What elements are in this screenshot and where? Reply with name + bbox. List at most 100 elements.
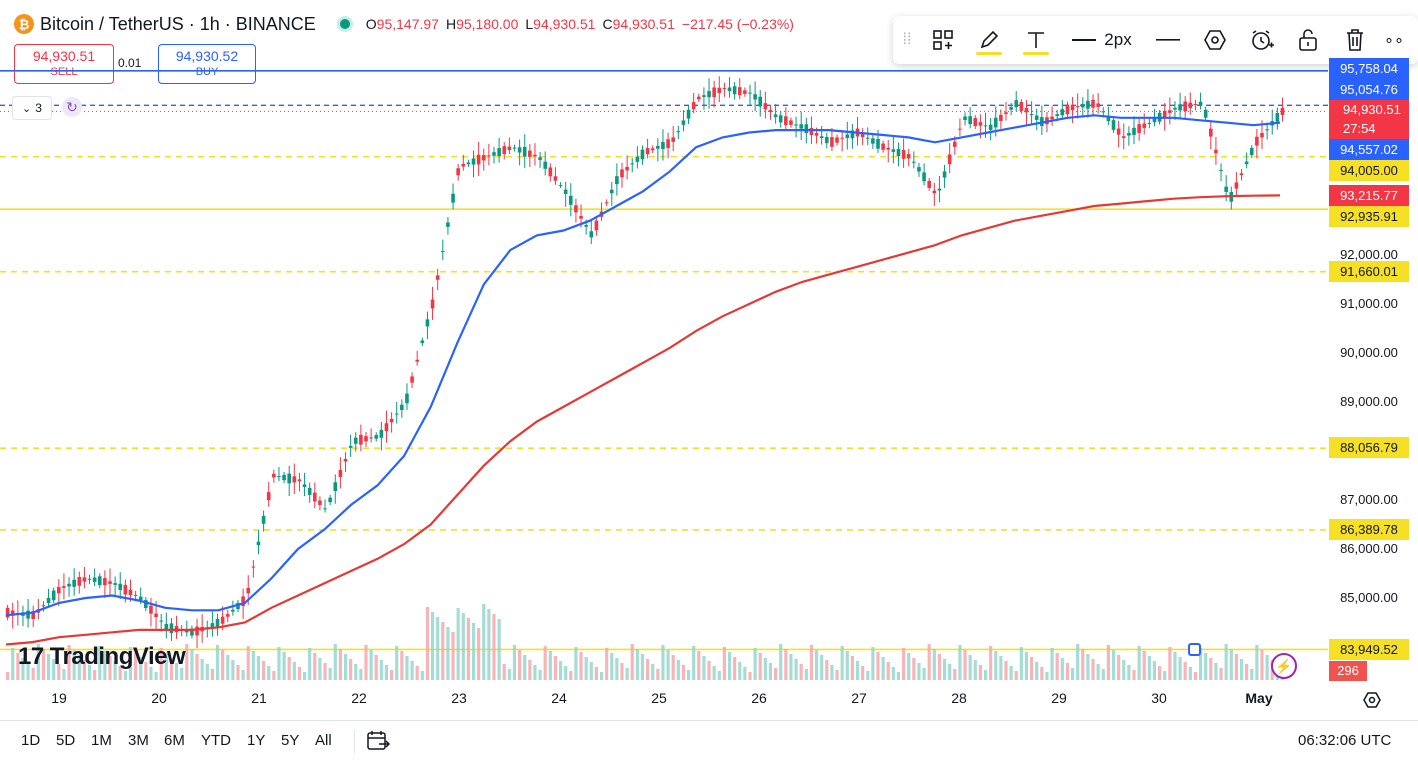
alert-clock-icon[interactable] (1239, 16, 1285, 64)
grip-icon[interactable]: ⁞⁞ (902, 31, 912, 48)
candle-body (1183, 101, 1187, 112)
candle-body (850, 130, 855, 139)
more-icon[interactable]: ∘∘ (1383, 32, 1405, 49)
volume-bar (937, 654, 942, 680)
range-3m-button[interactable]: 3M (128, 732, 149, 749)
candle-body (753, 94, 757, 100)
volume-bar (52, 659, 56, 680)
price-chart[interactable] (0, 46, 1328, 684)
volume-bar (62, 669, 66, 680)
volume-bar (87, 665, 92, 680)
candle-body (778, 115, 783, 123)
object-tree-icon[interactable] (921, 16, 965, 64)
candle-body (707, 91, 711, 98)
volume-bar (1178, 657, 1182, 680)
buy-button[interactable]: 94,930.52 BUY (158, 44, 256, 84)
level-tag-high: 95,758.04 (1329, 58, 1409, 79)
volume-bar (1204, 653, 1208, 680)
candle-body (103, 578, 107, 586)
volume-bar (881, 657, 885, 680)
range-all-button[interactable]: All (315, 732, 332, 749)
candle-body (1239, 173, 1244, 176)
indicator-count: 3 (35, 101, 42, 115)
candle-body (1060, 109, 1065, 116)
volume-bar (558, 661, 563, 680)
volume-bar (369, 650, 373, 680)
candle-body (1178, 104, 1182, 111)
volume-bar (753, 648, 757, 680)
volume-bar (487, 609, 491, 680)
line-style-icon[interactable] (1145, 16, 1191, 64)
go-to-date-calendar-icon[interactable] (366, 730, 391, 757)
candle-body (1168, 110, 1172, 113)
volume-bar (41, 649, 46, 680)
range-5d-button[interactable]: 5D (56, 732, 76, 749)
last-price-value: 94,930.51 (1343, 102, 1401, 117)
volume-bar (697, 651, 701, 680)
volume-bar (1250, 669, 1254, 680)
volume-bar (625, 668, 629, 680)
candle-body (302, 484, 307, 488)
ohlc-close: C94,930.51 (602, 16, 675, 32)
candle-body (451, 193, 455, 203)
settings-hexagon-icon[interactable] (1191, 16, 1239, 64)
volume-bar (1193, 672, 1198, 680)
volume-bar (410, 661, 414, 680)
candle-body (886, 147, 891, 150)
line-width-selector[interactable]: 2px (1059, 16, 1145, 64)
text-icon[interactable] (1013, 16, 1059, 64)
volume-bar (425, 607, 430, 680)
volume-bar (436, 617, 440, 680)
volume-bar (661, 645, 665, 680)
candle-body (195, 626, 199, 636)
unlock-icon[interactable] (1285, 16, 1331, 64)
volume-bar (533, 665, 537, 680)
candle-body (947, 154, 952, 165)
refresh-icon[interactable]: ↻ (62, 97, 82, 117)
volume-bar (917, 663, 921, 680)
range-1d-button[interactable]: 1D (21, 732, 41, 749)
volume-bar (942, 659, 947, 680)
candle-body (297, 479, 302, 482)
replay-marker-icon[interactable] (1188, 643, 1201, 656)
volume-bar (1219, 668, 1223, 680)
volume-bar (328, 668, 332, 680)
volume-bar (318, 658, 322, 680)
candle-body (210, 623, 215, 628)
volume-bar (277, 647, 281, 680)
range-6m-button[interactable]: 6M (164, 732, 185, 749)
volume-bar (968, 655, 972, 680)
volume-bar (231, 660, 235, 680)
candle-body (144, 600, 148, 608)
tradingview-wordmark: TradingView (49, 643, 186, 670)
volume-bar (302, 672, 307, 680)
range-5y-button[interactable]: 5Y (281, 732, 300, 749)
lightning-icon[interactable]: ⚡ (1271, 653, 1297, 679)
volume-bar (502, 664, 506, 680)
volume-bar (1060, 658, 1064, 680)
range-1y-button[interactable]: 1Y (247, 732, 266, 749)
time-label: 21 (251, 690, 267, 706)
volume-bar (1065, 663, 1070, 680)
candle-body (1214, 149, 1218, 154)
sell-button[interactable]: 94,930.51 SELL (14, 44, 114, 84)
range-1m-button[interactable]: 1M (91, 732, 112, 749)
candle-body (937, 188, 942, 191)
chart-settings-gear-icon[interactable] (1362, 690, 1382, 710)
volume-bar (343, 654, 348, 680)
range-ytd-button[interactable]: YTD (201, 732, 231, 749)
candle-body (72, 579, 76, 587)
symbol-title[interactable]: Bitcoin / TetherUS · 1h · BINANCE (40, 13, 316, 34)
utc-clock[interactable]: 06:32:06 UTC (1298, 732, 1392, 749)
candle-body (1065, 104, 1070, 115)
volume-bar (1239, 659, 1244, 680)
volume-bar (103, 651, 107, 680)
indicators-toggle-button[interactable]: ⌄ 3 (12, 96, 52, 120)
candle-body (691, 102, 696, 110)
volume-bar (6, 672, 10, 680)
volume-bar (144, 662, 148, 680)
candle-body (876, 138, 880, 149)
trash-icon[interactable] (1331, 16, 1379, 64)
level-tag-dashed: 95,054.76 (1329, 79, 1409, 100)
pencil-icon[interactable] (965, 16, 1013, 64)
